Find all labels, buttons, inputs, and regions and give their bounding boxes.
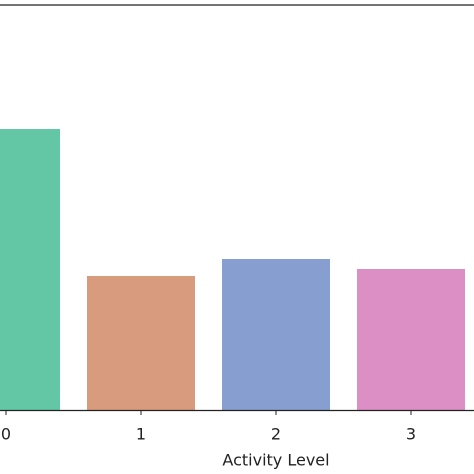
x-tick-label: 3	[406, 425, 416, 444]
bar	[222, 259, 330, 410]
bar	[87, 276, 195, 410]
x-tick-label: 0	[1, 425, 11, 444]
x-tick-label: 2	[271, 425, 281, 444]
x-axis-label: Activity Level	[222, 451, 329, 470]
x-tick-label: 1	[136, 425, 146, 444]
bar	[357, 269, 465, 410]
bar	[0, 129, 60, 410]
